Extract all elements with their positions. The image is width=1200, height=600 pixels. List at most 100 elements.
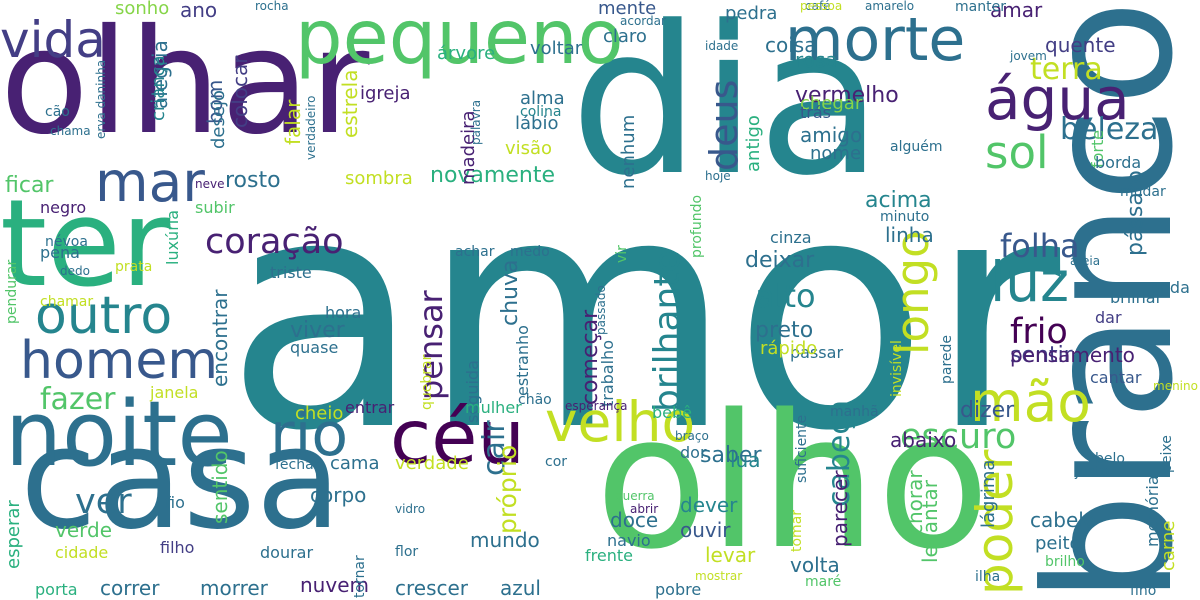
word-nome: nome (810, 143, 862, 164)
word-abaixo: abaixo (890, 428, 957, 452)
word-vermelho: vermelho (795, 83, 899, 108)
word-longo: longo (886, 230, 939, 355)
word-olho: olho (595, 374, 991, 590)
word-corpo: corpo (310, 483, 367, 507)
word-igreja: igreja (360, 83, 411, 104)
word-parede: parede (939, 334, 955, 384)
word-chao: chão (518, 392, 552, 408)
word-arvore: árvore (437, 43, 496, 64)
word-mulher: mulher (465, 398, 522, 417)
word-rapido: rápido (760, 338, 818, 359)
word-pobre: pobre (655, 580, 702, 599)
word-amor: amor (225, 129, 1061, 501)
word-cinza: cinza (770, 228, 812, 247)
word-claro: claro (603, 26, 647, 47)
word-crianca: criança (148, 55, 169, 121)
word-pequeno: pequeno (295, 0, 624, 81)
word-vir: vir (614, 245, 630, 263)
word-sentir: sentir (1010, 343, 1073, 368)
word-encontrar: encontrar (208, 289, 232, 387)
word-chuva: chuva (498, 259, 523, 326)
word-passado: passado (594, 285, 608, 335)
word-escuro: escuro (900, 417, 1017, 457)
word-mente: mente (598, 0, 657, 19)
word-guerra: guerra (615, 489, 655, 503)
word-esperanca: esperança (565, 399, 628, 413)
word-borda: borda (1095, 153, 1142, 172)
word-rosa: rosa (795, 48, 838, 72)
word-chama: chama (50, 124, 91, 138)
word-casa: casa (20, 398, 342, 561)
word-doce: doce (610, 508, 659, 532)
word-viver: viver (290, 318, 345, 343)
word-dia: dia (570, 0, 883, 221)
word-cafe: café (805, 0, 831, 13)
word-brilhar: brilhar (1110, 288, 1163, 307)
word-palavra: palavra (469, 99, 483, 145)
word-saber: saber (700, 443, 762, 468)
word-colocar: colocar (228, 55, 252, 129)
word-navio: navio (607, 531, 651, 550)
word-invisivel: invisível (889, 340, 905, 397)
word-mare: maré (805, 574, 842, 590)
word-amar: amar (990, 0, 1043, 22)
word-tras: trás (800, 103, 831, 122)
word-idade: idade (705, 39, 739, 53)
word-volta: volta (790, 553, 840, 577)
word-mar: mar (95, 150, 205, 214)
word-cheio: cheio (295, 403, 344, 424)
word-alguem: alguém (890, 139, 943, 155)
word-quente: quente (1045, 33, 1116, 57)
word-filho: filho (160, 538, 195, 557)
word-levar: levar (705, 543, 756, 567)
word-chegar: chegar (800, 93, 863, 114)
word-tornar: tornar (352, 555, 368, 598)
word-velho: velho (545, 390, 696, 454)
word-coisa: coisa (765, 33, 817, 57)
word-pena: pena (40, 243, 80, 262)
word-trabalho: trabalho (598, 340, 617, 407)
word-preto: preto (755, 318, 814, 343)
word-negro: negro (40, 198, 87, 217)
word-vida: vida (0, 11, 106, 69)
word-neve: neve (195, 177, 225, 191)
word-amarelo: amarelo (865, 0, 915, 13)
word-estrela: estrela (338, 69, 362, 138)
word-mudar: mudar (1120, 184, 1166, 200)
word-folha: folha (1000, 227, 1080, 265)
word-sol: sol (985, 126, 1049, 179)
word-mostrar: mostrar (695, 569, 743, 583)
word-ter: ter (0, 175, 171, 314)
word-dever: dever (680, 493, 738, 517)
word-labio: lábio (515, 113, 559, 134)
word-bebe: bebê (652, 403, 692, 422)
word-abrir: abrir (630, 502, 659, 516)
word-estranho: estranho (513, 325, 532, 396)
word-levantar: levantar (918, 480, 942, 563)
word-quebrar: quebrar (419, 354, 435, 410)
word-dedo: dedo (60, 264, 90, 278)
word-medo: medo (510, 244, 550, 260)
word-menino: menino (1153, 379, 1198, 393)
word-hoje: hoje (705, 169, 731, 183)
word-passaro: pássaro (1123, 170, 1148, 256)
word-voltar: voltar (530, 38, 583, 59)
word-azul: azul (500, 576, 541, 600)
word-brilho: brilho (1045, 554, 1085, 570)
word-hora: hora (325, 303, 362, 322)
word-nuvem: nuvem (300, 573, 369, 597)
word-linha: linha (885, 223, 934, 247)
word-outro: outro (35, 286, 173, 346)
word-frio: frio (1010, 312, 1068, 352)
word-cidade: cidade (55, 543, 109, 562)
word-manha: manhã (830, 404, 879, 420)
word-morte: morte (785, 5, 966, 75)
word-cor: cor (545, 454, 568, 470)
word-lagrima: lágrima (978, 459, 999, 528)
word-visao: visão (505, 138, 553, 159)
word-alma: alma (520, 88, 565, 109)
word-mao: mão (970, 370, 1091, 434)
word-sombra: sombra (345, 168, 413, 189)
word-desejo: desejo (208, 90, 229, 149)
